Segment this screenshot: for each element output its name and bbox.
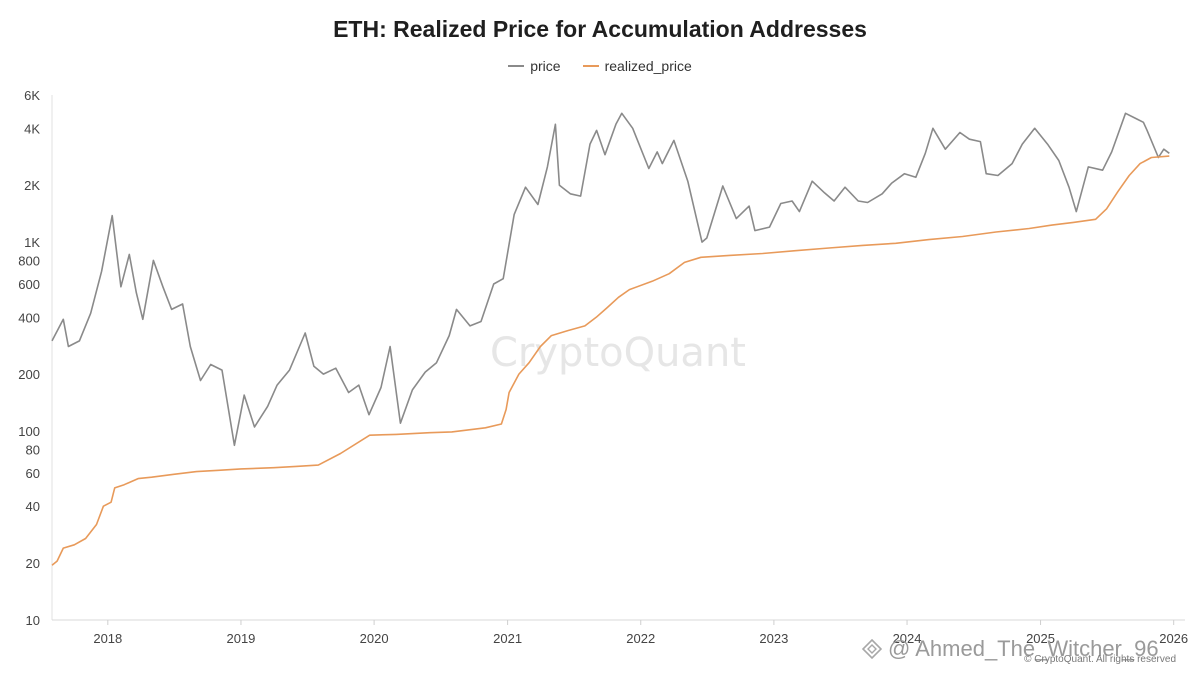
y-tick-label: 60: [26, 466, 40, 481]
y-tick-label: 40: [26, 499, 40, 514]
x-tick-label: 2025: [1026, 631, 1055, 646]
y-tick-label: 10: [26, 613, 40, 628]
x-tick-label: 2018: [93, 631, 122, 646]
series-layer: [51, 112, 1170, 566]
x-tick-label: 2026: [1159, 631, 1188, 646]
legend-swatch-realized-price: [582, 65, 599, 67]
y-tick-label: 2K: [24, 178, 40, 193]
y-tick-label: 100: [18, 424, 40, 439]
y-tick-label: 800: [18, 253, 40, 268]
y-tick-label: 4K: [24, 121, 40, 136]
y-axis-ticks: 10 20 40 60 80 100 200 400 600 800 1K 2K 4K 6K: [18, 88, 40, 628]
legend-item-realized-price[interactable]: realized_price: [582, 58, 692, 74]
chart-title: ETH: Realized Price for Accumulation Add…: [333, 16, 867, 42]
x-tick-label: 2021: [493, 631, 522, 646]
copyright-notice: © CryptoQuant. All rights reserved: [1024, 654, 1176, 665]
x-tick-label: 2023: [759, 631, 788, 646]
legend-label-realized-price: realized_price: [604, 58, 692, 74]
x-tick-label: 2024: [893, 631, 922, 646]
series-line-realized-price: [51, 155, 1170, 566]
x-tick-label: 2019: [226, 631, 255, 646]
y-tick-label: 20: [26, 556, 40, 571]
y-tick-label: 200: [18, 367, 40, 382]
y-tick-label: 1K: [24, 235, 40, 250]
x-tick-label: 2020: [360, 631, 389, 646]
y-tick-label: 80: [26, 442, 40, 457]
chart-watermark: CryptoQuant: [490, 330, 746, 376]
legend-item-price[interactable]: price: [508, 58, 561, 74]
user-watermark-text: @ Ahmed_The_Witcher_96: [888, 636, 1159, 661]
series-line-price: [51, 112, 1170, 447]
y-tick-label: 600: [18, 277, 40, 292]
y-tick-label: 400: [18, 310, 40, 325]
legend-swatch-price: [508, 65, 525, 67]
diamond-icon: [862, 639, 882, 659]
x-tick-label: 2022: [626, 631, 655, 646]
legend: price realized_price: [0, 58, 1200, 74]
user-watermark: @ Ahmed_The_Witcher_96: [862, 636, 1159, 662]
y-tick-label: 6K: [24, 88, 40, 103]
legend-label-price: price: [530, 58, 561, 74]
x-axis-ticks: 2018 2019 2020 2021 2022 2023 2024 2025 2026: [93, 620, 1188, 646]
